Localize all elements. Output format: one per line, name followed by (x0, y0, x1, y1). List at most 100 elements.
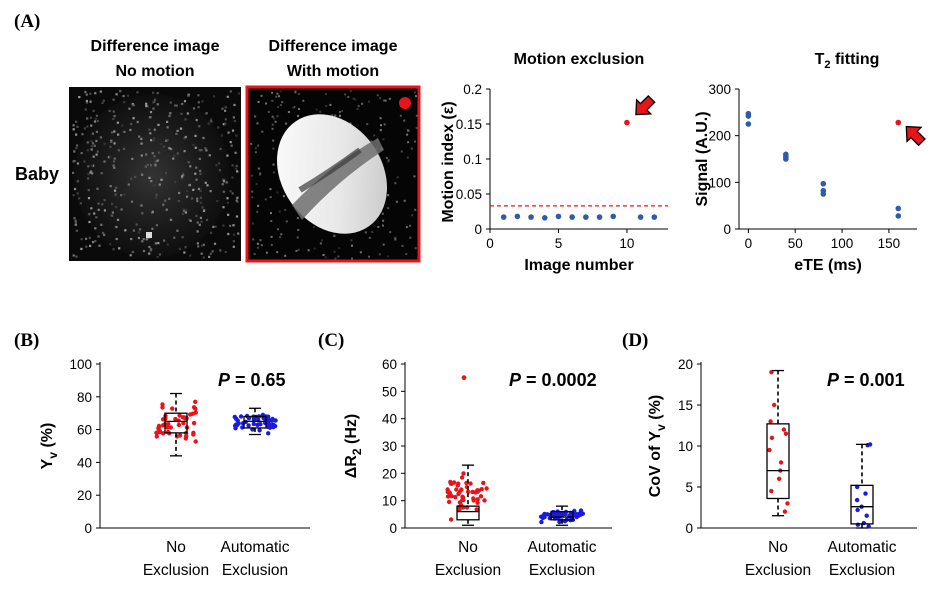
noise-speck (129, 254, 132, 257)
noise-speck (370, 140, 373, 143)
data-point (460, 494, 465, 499)
title-subscript: 2 (824, 59, 830, 71)
noise-speck (123, 130, 126, 133)
noise-speck (199, 172, 202, 175)
noise-speck (165, 171, 168, 175)
noise-speck (103, 209, 106, 212)
y-label-rest: (Hz) (343, 414, 360, 449)
red-arrow-icon (905, 125, 926, 147)
noise-speck (376, 94, 379, 97)
signal-point (895, 205, 902, 212)
data-point (183, 436, 188, 441)
y-axis-label: Yv (%) (39, 423, 60, 470)
noise-speck (72, 160, 75, 163)
noise-speck (224, 106, 227, 109)
noise-speck (112, 160, 116, 163)
noise-speck (123, 101, 126, 104)
noise-speck (107, 156, 110, 159)
noise-speck (109, 155, 112, 158)
noise-speck (237, 232, 240, 235)
noise-speck (296, 217, 299, 220)
p-value: P = 0.0002 (509, 370, 597, 390)
y-tick-label: 15 (678, 398, 693, 413)
noise-speck (112, 98, 115, 101)
noise-speck (85, 93, 88, 96)
noise-speck (142, 249, 146, 253)
data-point (465, 489, 471, 494)
y-tick-label: 0.2 (463, 82, 482, 97)
noise-speck (382, 219, 385, 222)
y-label-main: ΔR (343, 455, 360, 479)
noise-speck (296, 236, 299, 239)
box (850, 484, 874, 525)
data-point (576, 513, 581, 518)
noise-speck (339, 115, 341, 117)
data-point (154, 434, 159, 439)
x-axis-label: Image number (524, 257, 633, 274)
data-point (457, 500, 463, 505)
noise-speck (95, 139, 98, 143)
data-point (769, 488, 774, 494)
noise-speck (94, 240, 97, 243)
y-tick-label: 0 (685, 521, 693, 536)
data-point (191, 432, 196, 437)
noise-speck (271, 127, 274, 130)
box (164, 412, 188, 434)
noise-speck (87, 177, 90, 180)
noise-speck (232, 224, 235, 227)
noise-speck (409, 224, 411, 227)
data-point (539, 519, 544, 525)
noise-speck (178, 191, 181, 195)
noise-speck (152, 91, 155, 94)
noise-speck (186, 112, 189, 115)
noise-speck (95, 153, 98, 156)
noise-speck (338, 111, 341, 113)
data-point (545, 512, 550, 517)
noise-speck (199, 169, 202, 172)
noise-speck (155, 193, 158, 196)
noise-speck (264, 198, 267, 201)
noise-speck (274, 120, 277, 123)
data-point (453, 494, 458, 500)
noise-speck (271, 115, 274, 118)
y-axis-label: Motion index (ε) (440, 101, 457, 222)
noise-speck (324, 256, 327, 259)
noise-speck (251, 222, 254, 225)
data-point (268, 422, 273, 428)
signal-point (820, 187, 827, 194)
noise-speck (188, 218, 191, 221)
noise-speck (156, 159, 159, 162)
x-tick-label: 0 (486, 236, 494, 251)
noise-speck (409, 236, 412, 239)
noise-speck (282, 195, 285, 198)
noise-speck (204, 147, 207, 150)
chart-title: T2 fitting (815, 51, 880, 71)
y-tick-label: 200 (708, 129, 731, 144)
noise-speck (270, 220, 273, 222)
noise-speck (188, 184, 191, 187)
noise-speck (114, 206, 118, 209)
noise-speck (176, 229, 179, 232)
noise-speck (76, 125, 79, 128)
noise-speck (186, 195, 189, 198)
noise-speck (113, 166, 116, 169)
noise-speck (93, 144, 96, 147)
noise-speck (224, 250, 227, 254)
noise-speck (254, 147, 257, 150)
noise-speck (334, 257, 337, 260)
noise-speck (170, 148, 173, 151)
noise-speck (165, 139, 168, 142)
motion-point (569, 214, 575, 220)
noise-speck (148, 176, 151, 179)
noise-speck (399, 114, 402, 117)
noise-speck (88, 220, 91, 224)
noise-speck (403, 199, 406, 202)
noise-speck (146, 105, 149, 108)
img1-title-line1: Difference image (91, 38, 220, 55)
noise-speck (254, 115, 257, 118)
noise-speck (383, 123, 386, 126)
noise-speck (146, 163, 149, 166)
signal-point (745, 121, 752, 127)
data-point (177, 433, 183, 438)
data-point (863, 491, 868, 496)
